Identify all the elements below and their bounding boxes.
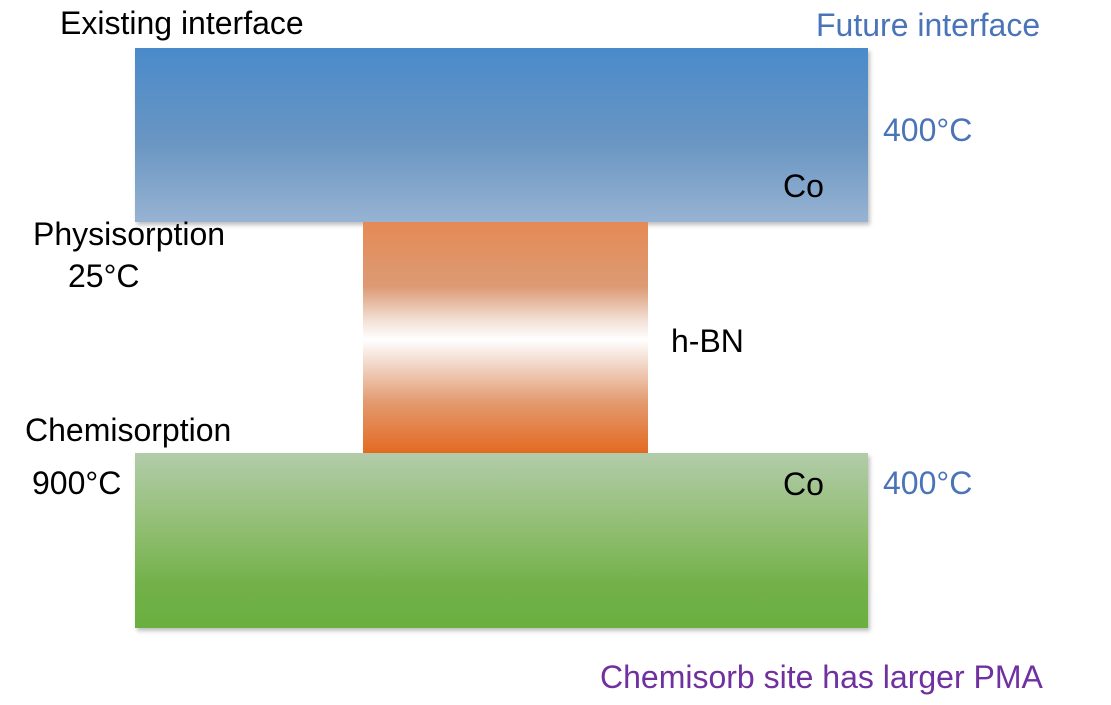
co-top-layer — [135, 48, 868, 222]
top-layer-temperature: 400°C — [883, 112, 973, 148]
hbn-label: h-BN — [671, 323, 744, 359]
bottom-layer-material: Co — [783, 466, 824, 502]
conclusion-label: Chemisorb site has larger PMA — [600, 659, 1043, 695]
existing-interface-label: Existing interface — [60, 5, 304, 41]
bottom-layer-temperature: 400°C — [883, 465, 973, 501]
physisorption-temperature: 25°C — [68, 258, 140, 294]
physisorption-label: Physisorption — [33, 216, 226, 252]
top-layer-material: Co — [783, 168, 824, 204]
chemisorption-temperature: 900°C — [32, 465, 122, 501]
chemisorption-label: Chemisorption — [25, 412, 232, 448]
co-bottom-layer — [135, 453, 868, 628]
future-interface-label: Future interface — [816, 7, 1041, 43]
hbn-layer — [363, 222, 648, 453]
